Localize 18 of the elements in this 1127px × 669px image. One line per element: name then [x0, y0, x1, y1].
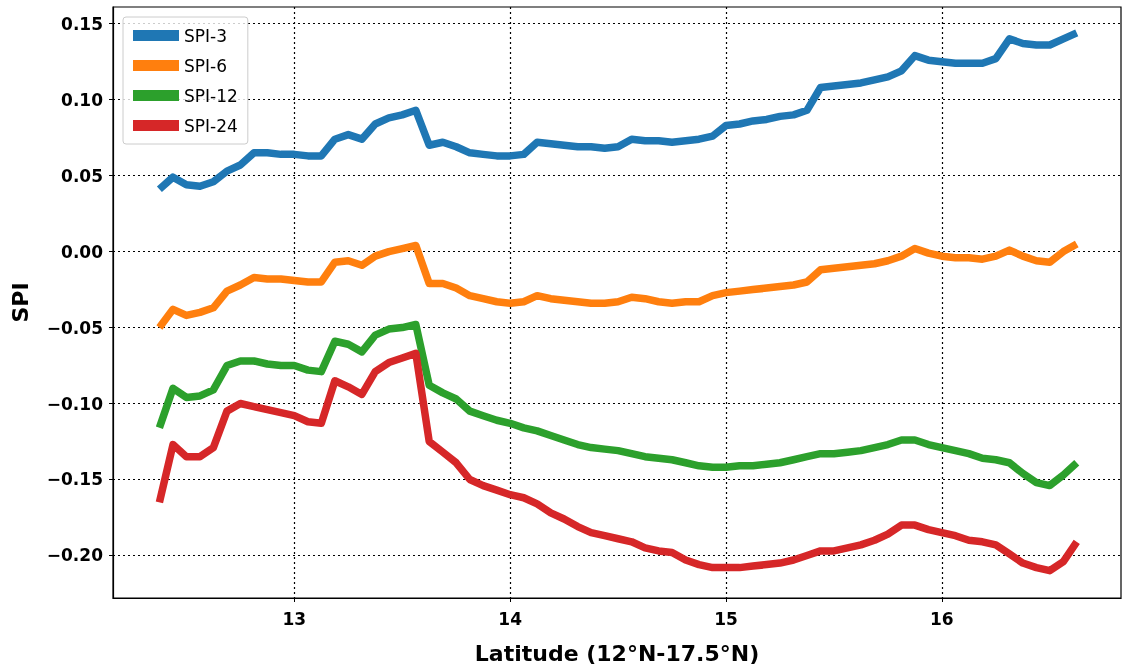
y-tick-label: 0.15: [61, 13, 103, 34]
x-tick-label: 15: [714, 608, 738, 629]
legend-label: SPI-6: [184, 55, 228, 76]
x-tick-label: 16: [930, 608, 954, 629]
y-tick-label: −0.10: [46, 393, 104, 414]
y-axis-title: SPI: [7, 282, 33, 323]
x-tick-label: 13: [282, 608, 307, 629]
x-tick-label: 14: [498, 608, 523, 629]
y-tick-label: −0.20: [46, 545, 104, 566]
y-tick-label: −0.05: [46, 317, 103, 338]
y-tick-label: −0.15: [46, 469, 103, 490]
y-tick-label: 0.00: [61, 241, 104, 262]
x-axis-title: Latitude (12°N-17.5°N): [474, 640, 760, 666]
legend-label: SPI-12: [184, 85, 238, 106]
y-tick-label: 0.05: [61, 165, 103, 186]
y-tick-label: 0.10: [61, 89, 104, 110]
legend-label: SPI-24: [184, 115, 238, 136]
legend-label: SPI-3: [184, 25, 228, 46]
